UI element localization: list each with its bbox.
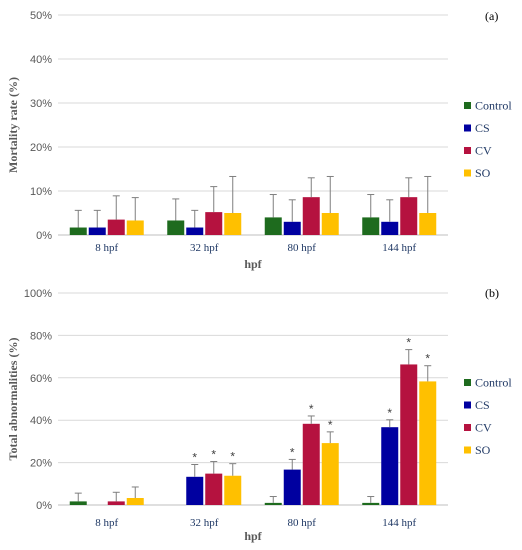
bar-so-8-hpf [126, 220, 144, 235]
significance-marker: * [211, 448, 216, 462]
legend-swatch-cv [464, 147, 471, 154]
x-tick-label: 144 hpf [382, 517, 416, 529]
y-tick-label: 0% [36, 500, 52, 512]
significance-marker: * [290, 445, 295, 459]
chart-panel-b: 0% 20% 40% 60% 80% 100% 8 hpf * * * 32 hpf * * * 80 hp… [6, 286, 512, 543]
legend: Control CS CV SO [464, 376, 512, 457]
legend-label-cs: CS [475, 121, 490, 135]
bar-so-144-hpf [419, 213, 437, 235]
x-tick-label: 8 hpf [95, 517, 118, 529]
y-tick-label: 50% [30, 10, 52, 22]
bar-cs-144-hpf [381, 427, 399, 505]
bar-cv-80-hpf [302, 197, 320, 235]
bar-control-144-hpf [362, 217, 380, 235]
bar-control-80-hpf [264, 217, 282, 235]
legend-swatch-cs [464, 124, 471, 132]
bar-cv-32-hpf [205, 212, 223, 235]
legend-label-cv: CV [475, 421, 492, 435]
bar-cs-80-hpf [283, 221, 301, 235]
y-tick-label: 80% [30, 330, 52, 342]
legend-swatch-control [464, 379, 471, 386]
bar-cs-32-hpf [186, 476, 204, 505]
bar-so-32-hpf [224, 213, 242, 235]
legend-swatch-cv [464, 424, 471, 431]
bar-so-80-hpf [321, 443, 339, 505]
bar-control-144-hpf [362, 502, 380, 505]
chart-panel-a: 0% 10% 20% 30% 40% 50% 8 hpf 32 hpf 80 hpf 144 hp… [6, 9, 512, 271]
legend-swatch-so [464, 169, 471, 177]
y-tick-label: 40% [30, 415, 52, 427]
x-tick-label: 80 hpf [288, 517, 317, 529]
bar-cs-32-hpf [186, 227, 204, 235]
bar-so-80-hpf [321, 213, 339, 235]
y-tick-label: 30% [30, 98, 52, 110]
legend-label-so: SO [475, 443, 491, 457]
legend-label-control: Control [475, 99, 512, 113]
bar-control-8-hpf [69, 227, 87, 235]
significance-marker: * [406, 336, 411, 350]
legend: Control CS CV SO [464, 99, 512, 180]
x-tick-label: 32 hpf [190, 242, 219, 254]
legend-label-cv: CV [475, 144, 492, 158]
legend-swatch-control [464, 102, 471, 109]
legend-label-so: SO [475, 166, 491, 180]
bar-control-32-hpf [167, 220, 185, 235]
significance-marker: * [230, 450, 235, 464]
y-axis-title: Total abnormalities (%) [6, 338, 20, 461]
legend-label-control: Control [475, 376, 512, 390]
bar-cv-32-hpf [205, 473, 223, 505]
legend-swatch-cs [464, 401, 471, 409]
x-tick-label: 80 hpf [288, 242, 317, 254]
bar-cs-80-hpf [283, 469, 301, 505]
bar-so-144-hpf [419, 381, 437, 505]
significance-marker: * [425, 352, 430, 366]
significance-marker: * [192, 451, 197, 465]
bar-cv-8-hpf [107, 219, 125, 235]
y-tick-label: 40% [30, 54, 52, 66]
legend-swatch-so [464, 446, 471, 454]
bar-control-8-hpf [69, 501, 87, 505]
bar-cv-144-hpf [400, 364, 418, 505]
bar-control-80-hpf [264, 502, 282, 505]
bar-so-32-hpf [224, 475, 242, 505]
y-tick-label: 60% [30, 373, 52, 385]
x-axis-title: hpf [244, 529, 262, 543]
x-tick-label: 8 hpf [95, 242, 118, 254]
y-tick-label: 10% [30, 186, 52, 198]
legend-label-cs: CS [475, 398, 490, 412]
bar-cv-80-hpf [302, 423, 320, 505]
significance-marker: * [328, 418, 333, 432]
bar-cs-144-hpf [381, 221, 399, 235]
significance-marker: * [387, 406, 392, 420]
x-tick-label: 32 hpf [190, 517, 219, 529]
panel-label: (b) [485, 286, 499, 300]
bar-so-8-hpf [126, 498, 144, 505]
y-axis-title: Mortality rate (%) [6, 77, 20, 173]
panel-label: (a) [485, 9, 498, 23]
bar-cv-144-hpf [400, 197, 418, 235]
bar-cv-8-hpf [107, 501, 125, 505]
x-tick-label: 144 hpf [382, 242, 416, 254]
x-axis-title: hpf [244, 257, 262, 271]
bar-cs-8-hpf [88, 227, 106, 235]
y-tick-label: 0% [36, 230, 52, 242]
y-tick-label: 20% [30, 458, 52, 470]
y-tick-label: 20% [30, 142, 52, 154]
y-tick-label: 100% [24, 288, 52, 300]
significance-marker: * [309, 402, 314, 416]
